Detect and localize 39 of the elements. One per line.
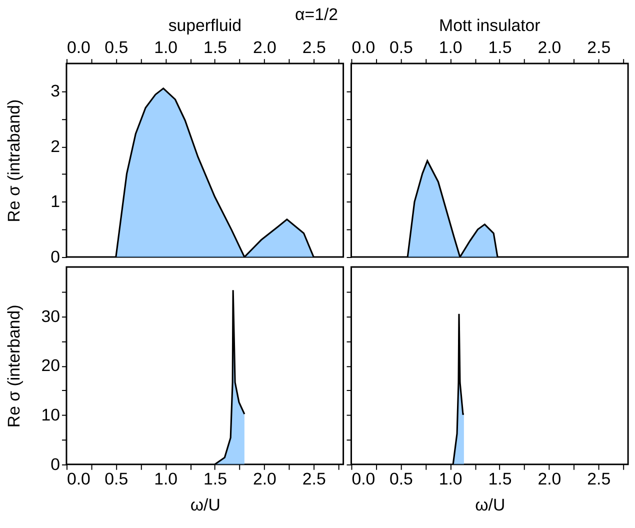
y-tick-label: 20 [41, 356, 60, 376]
text: α=1/2 [294, 5, 338, 24]
x-tick-label: 1.0 [154, 38, 178, 58]
x-axis-title: ω/U [190, 496, 220, 515]
y-tick-label: 1 [50, 192, 60, 212]
x-tick-label: 2.0 [538, 38, 562, 58]
y-tick-label: 0 [50, 247, 60, 266]
x-axis-title: ω/U [475, 496, 506, 515]
x-tick-label: 0.5 [389, 38, 413, 58]
x-tick-label: 1.5 [204, 470, 227, 489]
x-tick-label: 2.5 [587, 470, 611, 489]
x-tick-label: 2.5 [587, 38, 611, 58]
x-tick-label: 2.5 [302, 38, 326, 58]
x-tick-label: 1.0 [438, 38, 462, 58]
y-axis-title: Re σ (intraband) [4, 99, 24, 222]
chart-title: Mott insulator [439, 16, 541, 35]
x-tick-label: 0.0 [352, 470, 376, 489]
x-tick-label: 1.0 [438, 470, 462, 489]
x-tick-label: 0.5 [389, 470, 413, 489]
x-tick-label: 0.5 [104, 470, 128, 489]
x-tick-label: 2.0 [538, 470, 562, 489]
x-tick-label: 1.5 [204, 38, 227, 58]
x-tick-label: 0.0 [66, 470, 90, 489]
y-tick-label: 3 [50, 82, 60, 101]
x-tick-label: 0.0 [352, 38, 376, 58]
x-tick-label: 2.0 [252, 38, 276, 58]
x-tick-label: 0.0 [66, 38, 90, 58]
x-tick-label: 2.0 [252, 470, 276, 489]
y-axis-title: Re σ (interband) [4, 304, 24, 428]
x-tick-label: 1.5 [488, 470, 512, 489]
y-tick-label: 0 [50, 454, 60, 474]
x-tick-label: 1.5 [488, 38, 512, 58]
x-tick-label: 1.0 [154, 470, 178, 489]
x-tick-label: 2.5 [302, 470, 326, 489]
y-tick-label: 2 [50, 136, 60, 156]
y-tick-label: 10 [41, 405, 60, 424]
chart-title: superfluid [168, 16, 242, 35]
x-tick-label: 0.5 [104, 38, 128, 58]
y-tick-label: 30 [41, 306, 60, 326]
